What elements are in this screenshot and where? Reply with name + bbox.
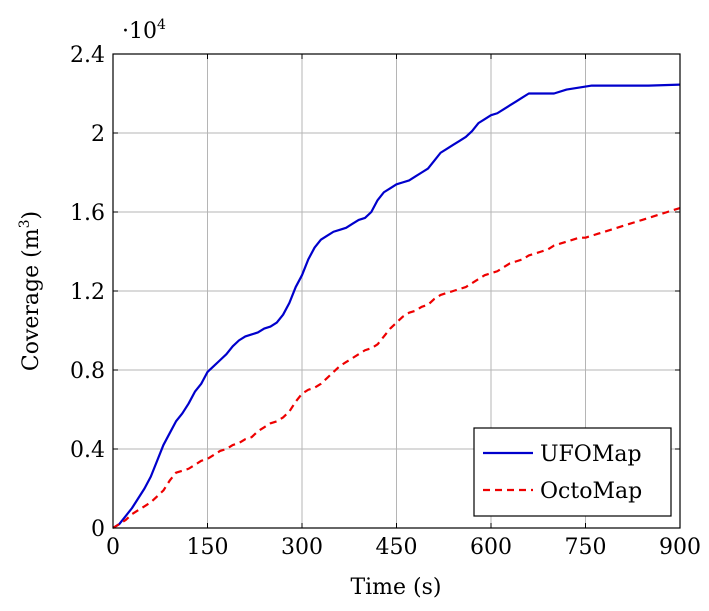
tick-labels: 0 150 300 450 600 750 900 0 0.4 0.8 1.2 1.6 2 2.4 [70,43,701,560]
y-tick-label: 2.4 [70,43,105,68]
legend-ufomap-label: UFOMap [540,442,642,467]
y-axis-label-superscript: 3 [17,219,33,228]
y-multiplier: ·104 [122,17,166,44]
x-tick-label: 300 [281,535,323,560]
x-tick-label: 450 [376,535,418,560]
ticks [112,53,681,529]
x-tick-label: 900 [659,535,701,560]
x-tick-label: 150 [187,535,229,560]
y-tick-label: 0 [91,517,105,542]
x-axis-label: Time (s) [350,575,441,600]
y-multiplier-exponent: 4 [157,17,166,33]
series-line-octomap [112,207,681,529]
x-tick-label: 750 [565,535,607,560]
y-tick-label: 1.2 [70,280,105,305]
y-tick-label: 2 [91,122,105,147]
legend-octomap-label: OctoMap [540,479,642,504]
y-tick-label: 0.8 [70,359,105,384]
y-tick-label: 1.6 [70,201,105,226]
legend: UFOMap OctoMap [473,427,672,517]
y-axis-label: Coverage (m3) [17,211,44,371]
x-tick-label: 0 [106,535,120,560]
legend-box [473,427,672,517]
series-line-ufomap [112,83,681,529]
y-tick-label: 0.4 [70,438,105,463]
x-tick-label: 600 [470,535,512,560]
series-layer [112,83,681,529]
